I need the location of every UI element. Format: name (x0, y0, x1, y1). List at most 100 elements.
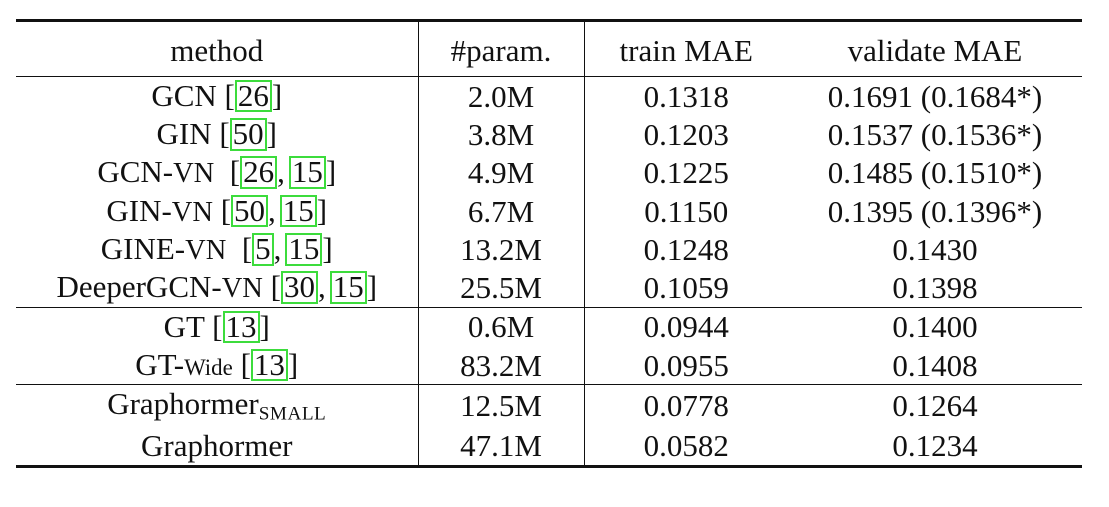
validate-mae-cell: 0.1398 (892, 270, 978, 306)
validate-mae-cell: 0.1400 (892, 309, 978, 345)
table-row: GIN-VN [50, 15] 6.7M 0.1150 0.1395 (0.139… (16, 191, 1082, 231)
params-cell: 0.6M (418, 307, 585, 347)
header-row: method #param. train MAE validate MAE (16, 20, 1082, 77)
citation-separator: , (317, 269, 326, 305)
validate-mae-cell: 0.1264 (892, 387, 978, 423)
table-row: GINE-VN [5, 15] 13.2M 0.1248 0.1430 (16, 230, 1082, 269)
method-suffix: VN (221, 273, 263, 305)
method-subscript: SMALL (258, 402, 327, 424)
validate-mae-cell: 0.1408 (892, 347, 978, 383)
citation-separator: , (277, 154, 285, 190)
citation-link[interactable]: 26 (240, 156, 278, 189)
params-cell: 83.2M (418, 346, 585, 385)
method-cell: GIN [50] (16, 115, 419, 154)
gnn-baselines-group: GCN [26] 2.0M 0.1318 0.1691 (0.1684*) GI… (16, 76, 1082, 308)
method-name: GCN (151, 77, 217, 113)
method-suffix: VN (171, 196, 213, 228)
citation-link[interactable]: 13 (250, 348, 288, 382)
citation-link[interactable]: 30 (280, 271, 318, 304)
train-mae-cell: 0.1225 (643, 155, 729, 191)
table-row: GCN [26] 2.0M 0.1318 0.1691 (0.1684*) (16, 76, 1082, 116)
validate-mae-cell: 0.1395 (0.1396*) (827, 193, 1043, 229)
citation-close-bracket: ] (325, 154, 337, 190)
validate-mae-cell: 0.1430 (892, 231, 978, 267)
table-row: GCN-VN [26, 15] 4.9M 0.1225 0.1485 (0.151… (16, 153, 1082, 192)
method-name: GT- (135, 346, 185, 382)
train-mae-cell: 0.1318 (643, 78, 729, 114)
citation-close-bracket: ] (316, 192, 328, 228)
method-name: GINE- (100, 231, 186, 267)
column-header-validate-mae: validate MAE (847, 33, 1023, 68)
method-suffix: VN (173, 158, 215, 190)
citation-close-bracket: ] (259, 308, 270, 344)
citation-link[interactable]: 26 (234, 79, 272, 113)
validate-mae-cell: 0.1485 (0.1510*) (827, 155, 1043, 191)
train-mae-cell-best: 0.0582 (643, 427, 729, 463)
citation-link[interactable]: 50 (231, 194, 269, 228)
method-cell: GIN-VN [50, 15] (16, 191, 419, 231)
method-cell: GraphormerSMALL (16, 384, 419, 426)
method-name: GCN- (97, 154, 174, 190)
train-mae-cell: 0.0955 (643, 347, 729, 383)
validate-mae-cell-best: 0.1234 (892, 427, 978, 463)
column-header-train-mae: train MAE (619, 33, 753, 68)
params-cell: 6.7M (418, 191, 585, 231)
column-header-params: #param. (418, 20, 585, 77)
train-mae-cell: 0.1059 (643, 270, 729, 306)
citation-separator: , (268, 192, 276, 228)
results-table: method #param. train MAE validate MAE GC… (16, 19, 1082, 468)
citation-link[interactable]: 13 (222, 310, 260, 344)
citation-link[interactable]: 15 (288, 156, 326, 189)
params-cell: 4.9M (418, 153, 585, 192)
citation-link[interactable]: 15 (279, 194, 317, 228)
train-mae-cell: 0.1203 (643, 116, 729, 152)
train-mae-cell: 0.1248 (643, 231, 729, 267)
train-mae-cell: 0.0944 (643, 309, 729, 345)
citation-open-bracket: [ (224, 77, 235, 113)
params-cell: 25.5M (418, 268, 585, 308)
graph-transformer-group: GT [13] 0.6M 0.0944 0.1400 GT-Wide [13] … (16, 307, 1082, 385)
citation-link[interactable]: 5 (252, 233, 274, 266)
citation-open-bracket: [ (219, 116, 230, 152)
table-header: method #param. train MAE validate MAE (16, 20, 1082, 77)
citation-open-bracket: [ (270, 269, 281, 305)
params-cell: 2.0M (418, 76, 585, 116)
table-row: GT [13] 0.6M 0.0944 0.1400 (16, 307, 1082, 347)
method-name: GT (163, 308, 205, 344)
column-header-method: method (16, 20, 419, 77)
table-row: GT-Wide [13] 83.2M 0.0955 0.1408 (16, 346, 1082, 385)
citation-open-bracket: [ (240, 346, 251, 382)
graphormer-group: GraphormerSMALL 12.5M 0.0778 0.1264 Grap… (16, 384, 1082, 467)
method-name: GIN- (106, 192, 172, 228)
method-cell: GT [13] (16, 307, 419, 347)
citation-close-bracket: ] (287, 346, 299, 382)
params-cell: 3.8M (418, 115, 585, 154)
params-cell: 47.1M (418, 425, 585, 467)
citation-open-bracket: [ (220, 192, 232, 228)
method-name: Graphormer (107, 385, 259, 421)
table-row: GraphormerSMALL 12.5M 0.0778 0.1264 (16, 384, 1082, 426)
citation-close-bracket: ] (322, 231, 333, 267)
table-row: Graphormer 47.1M 0.0582 0.1234 (16, 425, 1082, 467)
method-cell: GCN [26] (16, 76, 419, 116)
method-cell: GCN-VN [26, 15] (16, 153, 419, 192)
citation-open-bracket: [ (241, 231, 253, 267)
validate-mae-cell: 0.1537 (0.1536*) (827, 116, 1043, 152)
table-row: GIN [50] 3.8M 0.1203 0.1537 (0.1536*) (16, 115, 1082, 154)
method-suffix: VN (185, 235, 227, 267)
params-cell: 12.5M (418, 384, 585, 426)
method-name: Graphormer (141, 427, 293, 463)
params-cell: 13.2M (418, 230, 585, 269)
citation-open-bracket: [ (229, 154, 241, 190)
method-cell: DeeperGCN-VN [30, 15] (16, 268, 419, 308)
train-mae-cell: 0.1150 (644, 193, 729, 229)
method-cell: GT-Wide [13] (16, 346, 419, 385)
validate-mae-cell: 0.1691 (0.1684*) (827, 78, 1043, 114)
method-name: GIN (156, 116, 212, 152)
citation-link[interactable]: 15 (285, 233, 323, 266)
citation-close-bracket: ] (266, 116, 277, 152)
citation-link[interactable]: 50 (229, 118, 267, 151)
table-row: DeeperGCN-VN [30, 15] 25.5M 0.1059 0.1398 (16, 268, 1082, 308)
method-cell: Graphormer (16, 425, 419, 467)
citation-link[interactable]: 15 (329, 271, 367, 304)
